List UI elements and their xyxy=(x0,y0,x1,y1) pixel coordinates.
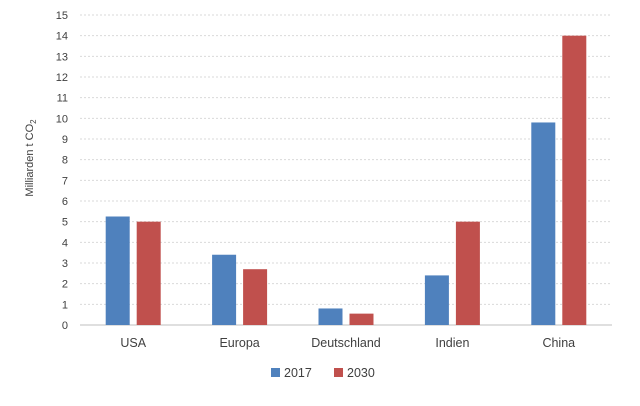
gridlines xyxy=(80,14,612,326)
legend-swatch-2030 xyxy=(334,368,343,377)
category-label: USA xyxy=(120,336,146,350)
y-tick-label: 2 xyxy=(62,279,68,291)
y-tick-label: 3 xyxy=(62,258,68,270)
y-axis-title: Milliarden t CO2 xyxy=(24,119,38,197)
bar-deutschland-2030 xyxy=(349,313,374,325)
bar-usa-2017 xyxy=(105,216,130,325)
y-tick-label: 9 xyxy=(62,134,68,146)
y-tick-label: 13 xyxy=(56,51,68,63)
y-tick-label: 4 xyxy=(62,237,68,249)
bar-europa-2030 xyxy=(243,269,268,325)
category-label: Deutschland xyxy=(311,336,381,350)
y-tick-label: 5 xyxy=(62,217,68,229)
y-tick-label: 8 xyxy=(62,155,68,167)
y-tick-label: 14 xyxy=(56,31,68,43)
y-tick-label: 10 xyxy=(56,113,68,125)
y-tick-label: 0 xyxy=(62,320,68,332)
y-tick-label: 15 xyxy=(56,10,68,22)
legend-label: 2017 xyxy=(284,366,312,380)
category-label: China xyxy=(542,336,575,350)
y-tick-label: 1 xyxy=(62,299,68,311)
bar-deutschland-2017 xyxy=(318,308,343,325)
category-labels: USA Europa Deutschland Indien China xyxy=(120,336,575,350)
y-axis-title-subscript: 2 xyxy=(29,119,38,124)
y-tick-label: 6 xyxy=(62,196,68,208)
bar-china-2017 xyxy=(531,122,556,325)
bars xyxy=(105,35,587,326)
y-tick-label: 12 xyxy=(56,72,68,84)
category-label: Europa xyxy=(219,336,259,350)
legend-swatch-2017 xyxy=(271,368,280,377)
y-axis-title-main: Milliarden t CO xyxy=(24,123,36,196)
y-tick-label: 11 xyxy=(57,93,68,105)
y-tick-label: 7 xyxy=(62,175,68,187)
legend: 2017 2030 xyxy=(271,366,375,380)
category-label: Indien xyxy=(435,336,469,350)
bar-indien-2017 xyxy=(424,275,449,325)
legend-label: 2030 xyxy=(347,366,375,380)
bar-china-2030 xyxy=(562,35,587,326)
bar-europa-2017 xyxy=(212,254,237,325)
bar-indien-2030 xyxy=(455,221,480,325)
bar-usa-2030 xyxy=(136,221,161,325)
